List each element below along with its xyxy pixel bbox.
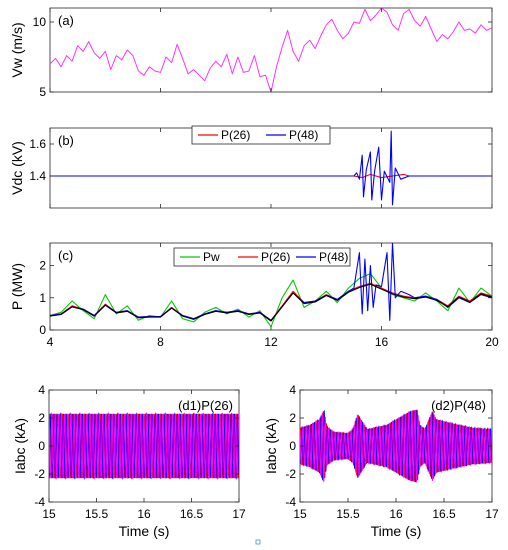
legend-label: P(26) xyxy=(221,128,250,142)
legend: P(26) P(48) xyxy=(191,125,331,145)
panel-tag: (b) xyxy=(58,133,74,148)
panel-annotation: (d1)P(26) xyxy=(178,398,233,413)
y-tick-label: 4 xyxy=(38,383,45,397)
y-axis-label: Iabc (kA) xyxy=(12,418,28,474)
y-tick-label: -4 xyxy=(285,495,296,509)
x-tick-label: 15 xyxy=(42,507,56,521)
y-tick-label: 2 xyxy=(289,411,296,425)
x-tick-label: 12 xyxy=(264,335,278,349)
x-tick-label: 17 xyxy=(485,507,499,521)
legend-label: P(26) xyxy=(261,250,290,264)
phase-current-line-0 xyxy=(300,409,492,482)
series-line-ref xyxy=(50,283,492,322)
plot-area xyxy=(300,409,492,483)
legend-label: Pw xyxy=(203,250,220,264)
chart-panel-3: -4 -2 0 2 4 15 15.5 16 16.5 17 Iabc (kA) Time (s) (d… xyxy=(12,383,246,539)
y-tick-label: 0 xyxy=(39,323,46,337)
legend-box xyxy=(191,125,331,145)
y-tick-label: 0 xyxy=(38,439,45,453)
legend-label: P(48) xyxy=(289,128,318,142)
x-tick-label: 15.5 xyxy=(85,507,109,521)
y-axis-label: P (MW) xyxy=(9,263,25,310)
y-tick-label: 1.4 xyxy=(29,169,46,183)
x-tick-label: 20 xyxy=(485,335,499,349)
x-tick-label: 17 xyxy=(232,507,246,521)
y-axis-label: Vw (m/s) xyxy=(9,22,25,77)
x-tick-label: 15 xyxy=(293,507,307,521)
series-line-wind xyxy=(50,8,492,92)
x-tick-label: 8 xyxy=(157,335,164,349)
phase-current-line-2 xyxy=(300,410,492,483)
y-tick-label: 1 xyxy=(39,291,46,305)
legend-box xyxy=(173,247,351,267)
x-tick-label: 16 xyxy=(137,507,151,521)
panel-annotation: (d2)P(48) xyxy=(431,398,486,413)
phase-current-line-1 xyxy=(300,409,492,483)
y-axis-label: Vdc (kV) xyxy=(9,141,25,195)
plot-frame xyxy=(49,7,493,93)
y-tick-label: -4 xyxy=(34,495,45,509)
plot-area xyxy=(49,412,239,480)
x-tick-label: 16 xyxy=(389,507,403,521)
phase-current-line-1 xyxy=(49,412,239,480)
chart-panel-1: 1.4 1.6 Vdc (kV) (b) P(26) P(48) xyxy=(9,125,493,209)
selection-marker xyxy=(255,539,261,545)
chart-panel-0: 5 10 Vw (m/s) (a) xyxy=(9,7,493,99)
legend-label: P(48) xyxy=(319,250,348,264)
panel-tag: (c) xyxy=(58,248,73,263)
series-line-p48 xyxy=(50,130,492,206)
y-tick-label: 10 xyxy=(33,15,47,29)
plot-area xyxy=(50,8,492,92)
x-axis-label: Time (s) xyxy=(371,523,422,539)
y-axis-label: Iabc (kA) xyxy=(263,418,279,474)
y-tick-label: 2 xyxy=(38,411,45,425)
x-tick-label: 4 xyxy=(47,335,54,349)
y-tick-label: 0 xyxy=(289,439,296,453)
legend: Pw P(26) P(48) xyxy=(173,247,351,267)
phase-current-line-2 xyxy=(49,412,239,480)
x-tick-label: 16.5 xyxy=(432,507,456,521)
panel-tag: (a) xyxy=(58,13,74,28)
y-tick-label: 4 xyxy=(289,383,296,397)
y-tick-label: -2 xyxy=(34,467,45,481)
x-axis-label: Time (s) xyxy=(119,523,170,539)
y-tick-label: 2 xyxy=(39,259,46,273)
chart-panel-4: -4 -2 0 2 4 15 15.5 16 16.5 17 Iabc (kA) Time (s) (d… xyxy=(263,383,499,539)
x-tick-label: 15.5 xyxy=(336,507,360,521)
y-tick-label: 5 xyxy=(39,85,46,99)
x-tick-label: 16 xyxy=(375,335,389,349)
phase-current-line-0 xyxy=(49,413,239,479)
y-tick-label: 1.6 xyxy=(29,137,46,151)
plot-area xyxy=(50,130,492,206)
y-tick-label: -2 xyxy=(285,467,296,481)
x-tick-label: 16.5 xyxy=(180,507,204,521)
